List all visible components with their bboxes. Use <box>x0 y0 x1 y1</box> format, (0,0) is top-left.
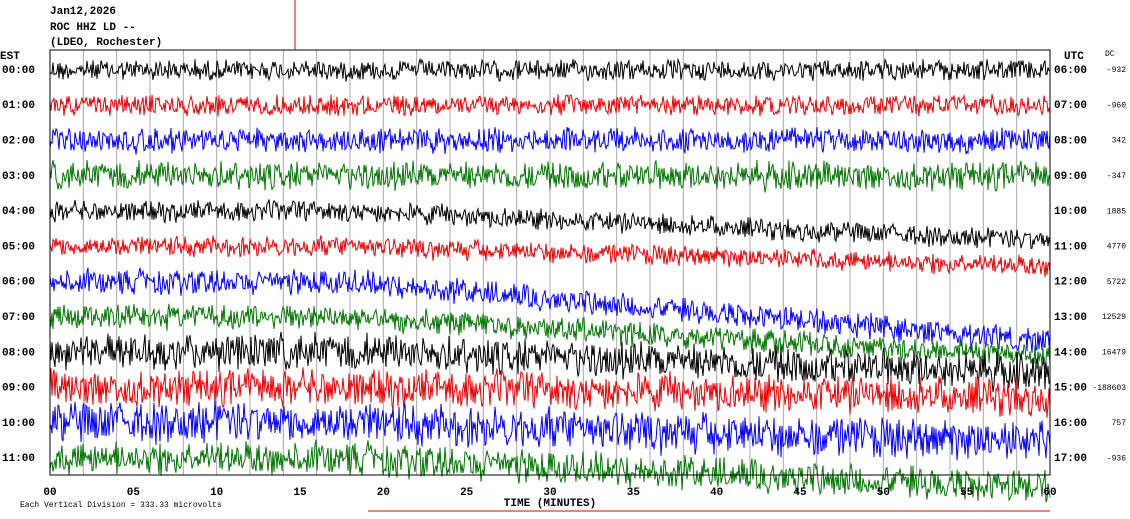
x-tick-label: 40 <box>710 487 723 499</box>
left-time-label: 11:00 <box>2 453 35 465</box>
left-time-label: 01:00 <box>2 100 35 112</box>
x-tick-label: 10 <box>210 487 223 499</box>
left-time-label: 06:00 <box>2 277 35 289</box>
traces <box>49 57 1051 503</box>
x-tick-label: 30 <box>543 487 556 499</box>
right-time-label: 14:00 <box>1054 347 1087 359</box>
x-tick-label: 15 <box>293 487 307 499</box>
seismic-trace <box>49 303 1051 370</box>
x-tick-label: 45 <box>793 487 807 499</box>
seismic-trace <box>49 367 1051 418</box>
x-tick-label: 35 <box>627 487 641 499</box>
dc-value: -932 <box>1107 66 1126 75</box>
seismic-trace <box>49 331 1051 393</box>
left-time-label: 00:00 <box>2 65 35 77</box>
seismic-trace <box>49 126 1051 155</box>
seismic-trace <box>49 267 1051 353</box>
seismic-trace <box>49 57 1051 82</box>
seismic-trace <box>49 400 1051 461</box>
seismic-trace <box>49 235 1051 278</box>
left-time-label: 10:00 <box>2 418 35 430</box>
dc-value: -188603 <box>1092 384 1126 393</box>
right-time-label: 11:00 <box>1054 241 1087 253</box>
left-time-label: 08:00 <box>2 347 35 359</box>
right-time-label: 08:00 <box>1054 136 1087 148</box>
x-tick-label: 00 <box>43 487 56 499</box>
left-time-label: 07:00 <box>2 312 35 324</box>
dc-value: 342 <box>1112 137 1127 146</box>
seismic-trace <box>49 439 1051 503</box>
grid <box>82 50 1018 475</box>
seismic-trace <box>49 93 1051 117</box>
right-time-label: 15:00 <box>1054 383 1087 395</box>
seismic-trace <box>49 159 1051 193</box>
right-time-label: 13:00 <box>1054 312 1087 324</box>
x-tick-label: 20 <box>377 487 390 499</box>
dc-value: 5722 <box>1107 278 1126 287</box>
left-time-label: 04:00 <box>2 206 35 218</box>
left-time-label: 02:00 <box>2 136 35 148</box>
dc-value: 12529 <box>1102 313 1126 322</box>
x-tick-label: 05 <box>127 487 141 499</box>
dc-value: 4770 <box>1107 243 1126 252</box>
left-time-label: 05:00 <box>2 241 35 253</box>
right-time-label: 17:00 <box>1054 453 1087 465</box>
left-axis-title: EST <box>0 51 20 63</box>
left-time-label: 09:00 <box>2 383 35 395</box>
scale-note: Each Vertical Division = 333.33 microvol… <box>20 501 222 510</box>
dc-value: 757 <box>1112 419 1127 428</box>
x-tick-label: 25 <box>460 487 474 499</box>
left-time-label: 03:00 <box>2 171 35 183</box>
x-tick-label: 60 <box>1043 487 1056 499</box>
dc-value: -936 <box>1107 454 1126 463</box>
dc-value: 16479 <box>1102 349 1126 358</box>
header-line: (LDEO, Rochester) <box>50 37 162 49</box>
dc-title: DC <box>1105 50 1115 59</box>
x-tick-label: 50 <box>877 487 890 499</box>
right-time-label: 07:00 <box>1054 100 1087 112</box>
right-time-label: 09:00 <box>1054 171 1087 183</box>
right-time-label: 12:00 <box>1054 277 1087 289</box>
dc-value: -347 <box>1107 172 1126 181</box>
header-line: Jan12,2026 <box>50 6 116 18</box>
header-line: ROC HHZ LD -- <box>50 22 136 34</box>
x-tick-label: 55 <box>960 487 974 499</box>
dc-value: 1885 <box>1107 207 1126 216</box>
right-time-label: 10:00 <box>1054 206 1087 218</box>
dc-value: -960 <box>1107 101 1126 110</box>
right-time-label: 06:00 <box>1054 65 1087 77</box>
plot-frame <box>49 49 1051 476</box>
seismic-trace <box>49 199 1051 249</box>
x-axis-title: TIME (MINUTES) <box>504 498 596 510</box>
right-axis-title: UTC <box>1064 51 1084 63</box>
right-time-label: 16:00 <box>1054 418 1087 430</box>
